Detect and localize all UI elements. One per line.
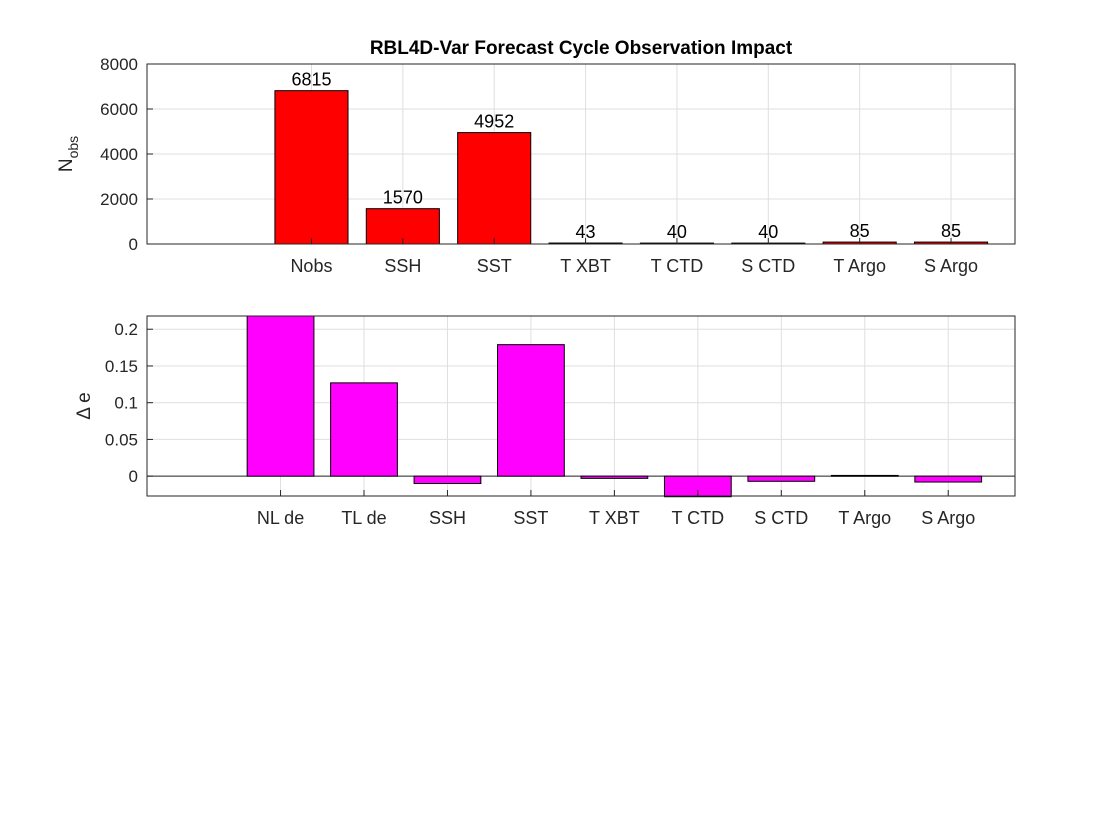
error-impact-chart: 0 0.05 0.1 0.15 0.2 NL de TL de SSH SST T XBT T C… [74, 315, 1016, 528]
y-tick-label: 0.2 [114, 320, 138, 339]
x-tick-label-ssh: SSH [384, 256, 421, 276]
y-axis-label: Δ e [74, 392, 95, 420]
bar-sst [497, 344, 565, 477]
x-tick-label-t-ctd: T CTD [672, 508, 725, 528]
x-tick-label-t-argo: T Argo [838, 508, 891, 528]
y-tick-label: 0 [129, 467, 138, 486]
data-label-nobs: 6815 [291, 70, 331, 90]
bar-t-xbt [580, 475, 649, 479]
y-tick-labels: 0 2000 4000 6000 8000 [100, 55, 153, 254]
data-labels: 6815 1570 4952 43 40 40 85 85 [291, 70, 961, 242]
bar-nl-de [246, 315, 315, 477]
x-tick-label-t-ctd: T CTD [651, 256, 704, 276]
y-tick-label: 0 [129, 235, 138, 254]
data-label-s-ctd: 40 [758, 222, 778, 242]
observation-count-chart: 6815 1570 4952 43 40 40 85 85 0 2000 4000 6000 8000… [56, 38, 1016, 276]
x-tick-label-s-ctd: S CTD [741, 256, 795, 276]
bar-nobs [274, 90, 349, 245]
bar-sst [457, 132, 532, 245]
bar-tl-de [330, 382, 398, 477]
bar-s-ctd [747, 475, 816, 482]
data-label-ssh: 1570 [383, 188, 423, 208]
data-label-t-argo: 85 [850, 221, 870, 241]
bar-ssh [413, 475, 482, 485]
bar-s-argo [914, 475, 983, 483]
x-tick-label-ssh: SSH [429, 508, 466, 528]
bar-t-argo [830, 474, 899, 477]
y-axis-label-main: N [56, 158, 77, 172]
bars [246, 315, 983, 498]
data-label-s-argo: 85 [941, 221, 961, 241]
x-tick-label-s-argo: S Argo [921, 508, 975, 528]
x-tick-label-sst: SST [477, 256, 512, 276]
bar-t-ctd [663, 475, 732, 498]
y-tick-labels: 0 0.05 0.1 0.15 0.2 [105, 320, 153, 486]
x-tick-label-tl-de: TL de [341, 508, 386, 528]
x-tick-label-s-argo: S Argo [924, 256, 978, 276]
axes-box [146, 315, 1016, 497]
data-label-t-ctd: 40 [667, 222, 687, 242]
y-tick-label: 2000 [100, 190, 138, 209]
y-tick-label: 4000 [100, 145, 138, 164]
data-label-t-xbt: 43 [576, 222, 596, 242]
x-tick-label-t-xbt: T XBT [589, 508, 640, 528]
y-tick-label: 6000 [100, 100, 138, 119]
x-tick-label-t-argo: T Argo [833, 256, 886, 276]
x-tick-label-sst: SST [513, 508, 548, 528]
x-tick-label-t-xbt: T XBT [560, 256, 611, 276]
x-tick-labels: NL de TL de SSH SST T XBT T CTD S CTD T Argo S A… [257, 490, 975, 528]
data-label-sst: 4952 [474, 112, 514, 132]
y-tick-label: 0.15 [105, 357, 138, 376]
x-tick-label-nobs: Nobs [290, 256, 332, 276]
y-tick-label: 8000 [100, 55, 138, 74]
x-tick-label-nl-de: NL de [257, 508, 304, 528]
x-tick-label-s-ctd: S CTD [754, 508, 808, 528]
y-axis-label: Nobs [56, 136, 81, 172]
y-tick-label: 0.1 [114, 394, 138, 413]
y-tick-label: 0.05 [105, 430, 138, 449]
chart-title: RBL4D-Var Forecast Cycle Observation Imp… [370, 38, 793, 59]
x-tick-labels: Nobs SSH SST T XBT T CTD S CTD T Argo S Argo [290, 238, 978, 276]
y-axis-label-subscript: obs [65, 136, 81, 159]
